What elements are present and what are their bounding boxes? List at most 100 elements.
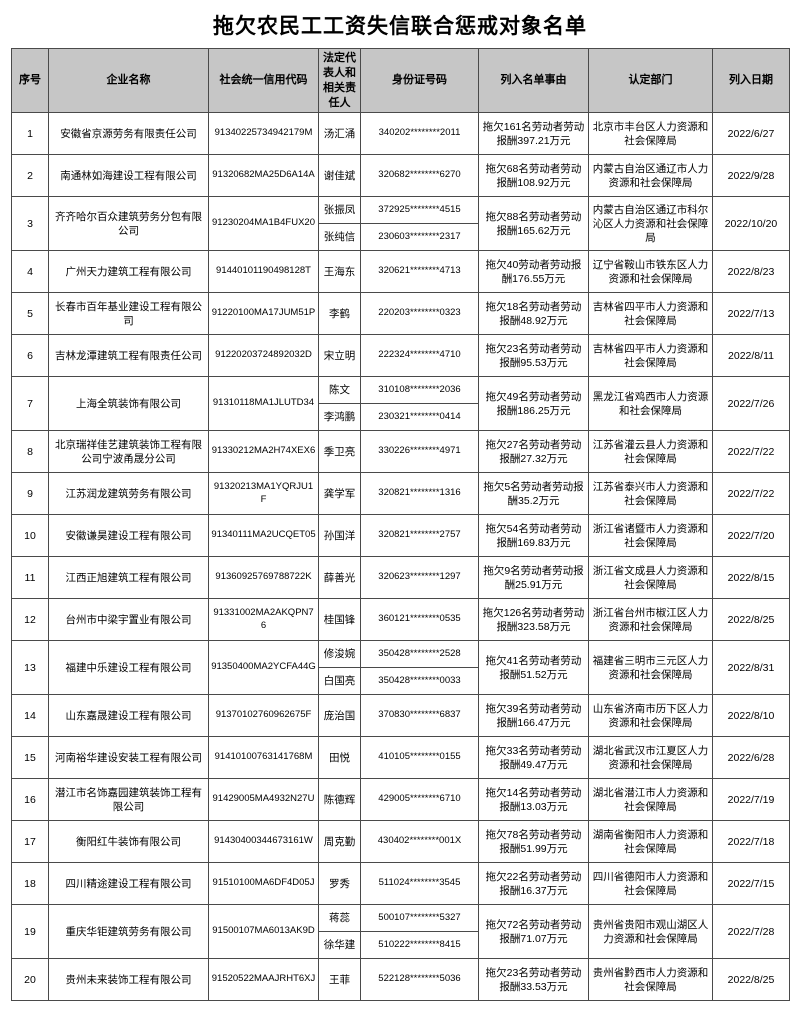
credit-code-cell: 91440101190498128T	[208, 250, 319, 294]
id-number-cell: 220203********0323	[360, 292, 479, 336]
table-row: 17 衡阳红牛装饰有限公司 91430400344673161W 周克勤 430402*…	[11, 820, 790, 864]
seq-cell: 7	[11, 376, 49, 432]
person-name-cell: 罗秀	[318, 862, 361, 906]
credit-code-cell: 91350400MA2YCFA44G	[208, 640, 319, 696]
id-number-cell: 340202********2011	[360, 112, 479, 156]
credit-code-cell: 91430400344673161W	[208, 820, 319, 864]
department-cell: 黑龙江省鸡西市人力资源和社会保障局	[588, 376, 713, 432]
credit-code-cell: 91220203724892032D	[208, 334, 319, 378]
seq-cell: 2	[11, 154, 49, 198]
column-header: 身份证号码	[360, 47, 479, 114]
reason-cell: 拖欠72名劳动者劳动报酬71.07万元	[478, 904, 589, 960]
seq-cell: 15	[11, 736, 49, 780]
company-cell: 河南裕华建设安装工程有限公司	[48, 736, 209, 780]
credit-code-cell: 91340111MA2UCQET05	[208, 514, 319, 558]
reason-cell: 拖欠78名劳动者劳动报酬51.99万元	[478, 820, 589, 864]
table-row: 11 江西正旭建筑工程有限公司 91360925769788722K 薛善光 32062…	[11, 556, 790, 600]
table-row: 1 安徽省京源劳务有限责任公司 91340225734942179M 汤汇涌 34020…	[11, 112, 790, 156]
date-cell: 2022/7/18	[712, 820, 790, 864]
date-cell: 2022/8/15	[712, 556, 790, 600]
person-name-cell: 陈德辉	[318, 778, 361, 822]
company-cell: 吉林龙潭建筑工程有限责任公司	[48, 334, 209, 378]
department-cell: 湖南省衡阳市人力资源和社会保障局	[588, 820, 713, 864]
department-cell: 浙江省诸暨市人力资源和社会保障局	[588, 514, 713, 558]
column-header: 认定部门	[588, 47, 713, 114]
reason-cell: 拖欠5名劳动者劳动报酬35.2万元	[478, 472, 589, 516]
date-cell: 2022/7/13	[712, 292, 790, 336]
date-cell: 2022/9/28	[712, 154, 790, 198]
id-number-cell: 222324********4710	[360, 334, 479, 378]
table-row: 16 潜江市名饰嘉园建筑装饰工程有限公司 91429005MA4932N27U 陈德辉…	[11, 778, 790, 822]
seq-cell: 9	[11, 472, 49, 516]
department-cell: 北京市丰台区人力资源和社会保障局	[588, 112, 713, 156]
column-header: 法定代表人和相关责任人	[318, 47, 361, 114]
id-number-cell: 310108********2036	[360, 376, 479, 405]
reason-cell: 拖欠23名劳动者劳动报酬33.53万元	[478, 958, 589, 1002]
reason-cell: 拖欠27名劳动者劳动报酬27.32万元	[478, 430, 589, 474]
id-number-cell: 430402********001X	[360, 820, 479, 864]
credit-code-cell: 91500107MA6013AK9D	[208, 904, 319, 960]
date-cell: 2022/7/26	[712, 376, 790, 432]
seq-cell: 16	[11, 778, 49, 822]
credit-code-cell: 91220100MA17JUM51P	[208, 292, 319, 336]
person-name-cell: 张振凤	[318, 196, 361, 225]
company-cell: 南通林如海建设工程有限公司	[48, 154, 209, 198]
table-row: 白国亮 350428********0033	[12, 667, 790, 696]
date-cell: 2022/7/20	[712, 514, 790, 558]
person-name-cell: 李鸿鹏	[318, 403, 361, 432]
company-cell: 齐齐哈尔百众建筑劳务分包有限公司	[48, 196, 209, 252]
department-cell: 贵州省贵阳市观山湖区人力资源和社会保障局	[588, 904, 713, 960]
company-cell: 江苏润龙建筑劳务有限公司	[48, 472, 209, 516]
id-number-cell: 320623********1297	[360, 556, 479, 600]
seq-cell: 19	[11, 904, 49, 960]
date-cell: 2022/8/11	[712, 334, 790, 378]
person-name-cell: 桂国锋	[318, 598, 361, 642]
department-cell: 内蒙古自治区通辽市科尔沁区人力资源和社会保障局	[588, 196, 713, 252]
department-cell: 浙江省台州市椒江区人力资源和社会保障局	[588, 598, 713, 642]
credit-code-cell: 91230204MA1B4FUX20	[208, 196, 319, 252]
seq-cell: 1	[11, 112, 49, 156]
blacklist-table: 序号 企业名称 社会统一信用代码 法定代表人和相关责任人 身份证号码 列入名单事由 认定部门…	[11, 47, 790, 1002]
person-name-cell: 张纯信	[318, 223, 361, 252]
reason-cell: 拖欠88名劳动者劳动报酬165.62万元	[478, 196, 589, 252]
reason-cell: 拖欠54名劳动者劳动报酬169.83万元	[478, 514, 589, 558]
seq-cell: 17	[11, 820, 49, 864]
person-name-cell: 孙国洋	[318, 514, 361, 558]
department-cell: 吉林省四平市人力资源和社会保障局	[588, 334, 713, 378]
credit-code-cell: 91410100763141768M	[208, 736, 319, 780]
seq-cell: 20	[11, 958, 49, 1002]
seq-cell: 18	[11, 862, 49, 906]
table-row: 8 北京瑞祥佳艺建筑装饰工程有限公司宁波甬晟分公司 91330212MA2H74XE…	[11, 430, 790, 474]
department-cell: 吉林省四平市人力资源和社会保障局	[588, 292, 713, 336]
company-cell: 贵州未来装饰工程有限公司	[48, 958, 209, 1002]
seq-cell: 12	[11, 598, 49, 642]
department-cell: 福建省三明市三元区人力资源和社会保障局	[588, 640, 713, 696]
reason-cell: 拖欠40劳动者劳动报酬176.55万元	[478, 250, 589, 294]
company-cell: 福建中乐建设工程有限公司	[48, 640, 209, 696]
department-cell: 内蒙古自治区通辽市人力资源和社会保障局	[588, 154, 713, 198]
person-name-cell: 季卫亮	[318, 430, 361, 474]
department-cell: 江苏省泰兴市人力资源和社会保障局	[588, 472, 713, 516]
reason-cell: 拖欠22名劳动者劳动报酬16.37万元	[478, 862, 589, 906]
table-row: 7 上海全筑装饰有限公司 91310118MA1JLUTD34 陈文 310108***…	[11, 376, 790, 432]
company-cell: 安徽省京源劳务有限责任公司	[48, 112, 209, 156]
table-row: 20 贵州未来装饰工程有限公司 91520522MAAJRHT6XJ 王菲 522128…	[11, 958, 790, 1002]
table-row: 15 河南裕华建设安装工程有限公司 91410100763141768M 田悦 4101…	[11, 736, 790, 780]
credit-code-cell: 91310118MA1JLUTD34	[208, 376, 319, 432]
date-cell: 2022/6/28	[712, 736, 790, 780]
date-cell: 2022/8/23	[712, 250, 790, 294]
seq-cell: 13	[11, 640, 49, 696]
credit-code-cell: 91520522MAAJRHT6XJ	[208, 958, 319, 1002]
table-row: 9 江苏润龙建筑劳务有限公司 91320213MA1YQRJU1F 龚学军 320821…	[11, 472, 790, 516]
table-row: 2 南通林如海建设工程有限公司 91320682MA25D6A14A 谢佳斌 32068…	[11, 154, 790, 198]
reason-cell: 拖欠14名劳动者劳动报酬13.03万元	[478, 778, 589, 822]
table-row: 5 长春市百年基业建设工程有限公司 91220100MA17JUM51P 李鹤 2202…	[11, 292, 790, 336]
table-body: 1 安徽省京源劳务有限责任公司 91340225734942179M 汤汇涌 34020…	[11, 112, 790, 1002]
reason-cell: 拖欠161名劳动者劳动报酬397.21万元	[478, 112, 589, 156]
id-number-cell: 372925********4515	[360, 196, 479, 225]
table-row: 18 四川精途建设工程有限公司 91510100MA6DF4D05J 罗秀 511024…	[11, 862, 790, 906]
id-number-cell: 320682********6270	[360, 154, 479, 198]
reason-cell: 拖欠49名劳动者劳动报酬186.25万元	[478, 376, 589, 432]
date-cell: 2022/8/25	[712, 958, 790, 1002]
page-title: 拖欠农民工工资失信联合惩戒对象名单	[213, 15, 587, 38]
